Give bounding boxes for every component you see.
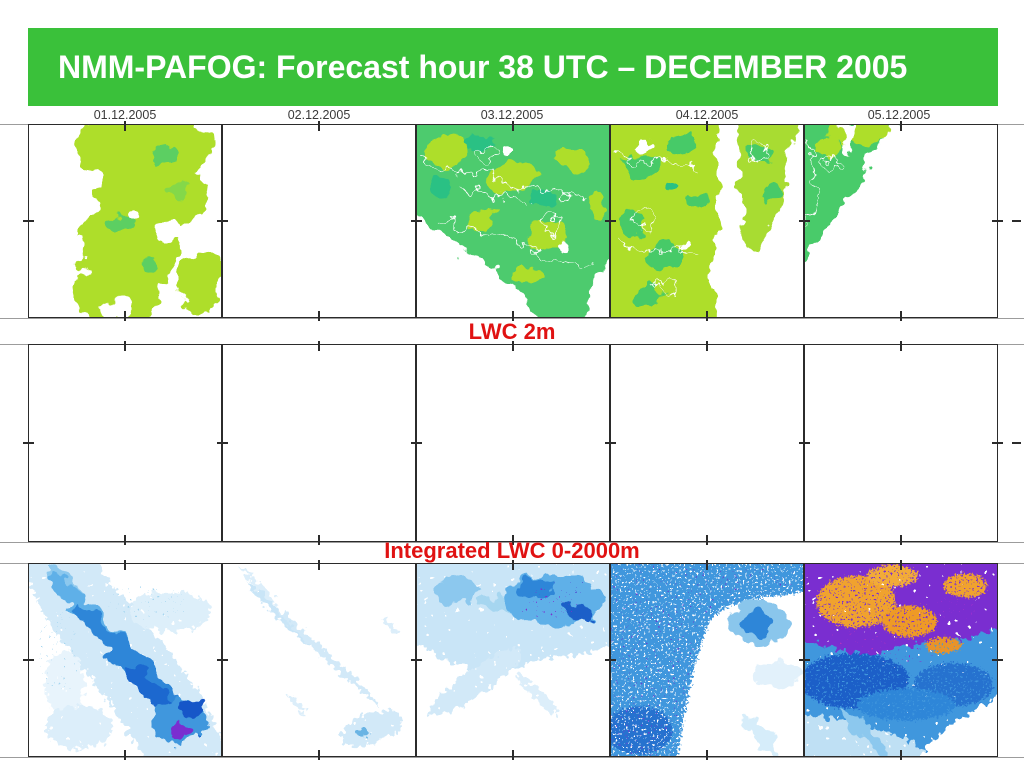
- tick-mark: [124, 535, 126, 545]
- lwc2m-panel-5: [799, 341, 1003, 545]
- tick-mark: [124, 560, 126, 570]
- tick-mark: [411, 659, 422, 661]
- tick-mark: [799, 442, 810, 444]
- lwc2m-panel-3: [411, 341, 610, 545]
- lwc-field-image: [611, 564, 803, 756]
- tick-mark: [512, 121, 514, 131]
- tick-mark: [23, 220, 34, 222]
- tick-mark: [992, 220, 1003, 222]
- date-label-2: 02.12.2005: [287, 108, 351, 122]
- tick-mark: [318, 121, 320, 131]
- tick-mark: [900, 750, 902, 760]
- date-label-3: 03.12.2005: [480, 108, 544, 122]
- tick-mark: [318, 750, 320, 760]
- tick-mark: [706, 750, 708, 760]
- tick-mark: [799, 220, 810, 222]
- lwc2m-panel-2: [217, 341, 416, 545]
- tick-mark: [900, 121, 902, 131]
- axis-dash: [1012, 442, 1021, 444]
- tick-mark: [992, 442, 1003, 444]
- tick-mark: [512, 750, 514, 760]
- tick-mark: [124, 121, 126, 131]
- tick-mark: [605, 442, 616, 444]
- tick-mark: [217, 659, 228, 661]
- tick-mark: [992, 659, 1003, 661]
- lwc-field-image: [29, 564, 221, 756]
- fog-field-image: [805, 125, 893, 255]
- tick-mark: [411, 442, 422, 444]
- integrated-lwc-panel-4: [605, 560, 804, 760]
- integrated-lwc-panel-2: [217, 560, 416, 760]
- lwc-field-image: [805, 564, 997, 756]
- tick-mark: [124, 341, 126, 351]
- tick-mark: [605, 659, 616, 661]
- slide-title: NMM-PAFOG: Forecast hour 38 UTC – DECEMB…: [58, 49, 908, 85]
- date-label-5: 05.12.2005: [867, 108, 931, 122]
- fog-field-image: [65, 125, 221, 317]
- tick-mark: [706, 535, 708, 545]
- tick-mark: [318, 560, 320, 570]
- lwc-field-image: [238, 566, 403, 747]
- tick-mark: [124, 311, 126, 321]
- fog-field-image: [611, 125, 795, 317]
- tick-mark: [799, 659, 810, 661]
- title-banner: NMM-PAFOG: Forecast hour 38 UTC – DECEMB…: [28, 28, 998, 106]
- axis-dash: [1012, 220, 1021, 222]
- tick-mark: [900, 560, 902, 570]
- tick-mark: [217, 220, 228, 222]
- integrated-lwc-panel-3: [411, 560, 610, 760]
- tick-mark: [512, 560, 514, 570]
- tick-mark: [411, 220, 422, 222]
- tick-mark: [900, 535, 902, 545]
- top-map-panel-1: [23, 121, 222, 321]
- tick-mark: [23, 659, 34, 661]
- integrated-lwc-panel-1: [23, 560, 222, 760]
- top-map-panel-2: [217, 121, 416, 321]
- tick-mark: [124, 750, 126, 760]
- lwc-field-image: [417, 564, 609, 717]
- tick-mark: [706, 311, 708, 321]
- tick-mark: [706, 341, 708, 351]
- date-label-1: 01.12.2005: [93, 108, 157, 122]
- row-label-lwc-2m: LWC 2m: [468, 319, 556, 344]
- tick-mark: [512, 535, 514, 545]
- top-map-panel-5: [799, 121, 1003, 321]
- tick-mark: [23, 442, 34, 444]
- tick-mark: [605, 220, 616, 222]
- tick-mark: [318, 535, 320, 545]
- tick-mark: [318, 341, 320, 351]
- top-map-panel-4: [605, 121, 804, 321]
- tick-mark: [512, 311, 514, 321]
- tick-mark: [706, 121, 708, 131]
- top-map-panel-3: [411, 121, 610, 321]
- lwc2m-panel-4: [605, 341, 804, 545]
- tick-mark: [706, 560, 708, 570]
- tick-mark: [512, 341, 514, 351]
- date-label-4: 04.12.2005: [675, 108, 739, 122]
- tick-mark: [900, 311, 902, 321]
- tick-mark: [900, 341, 902, 351]
- tick-mark: [318, 311, 320, 321]
- integrated-lwc-panel-5: [799, 560, 1003, 760]
- tick-mark: [217, 442, 228, 444]
- lwc2m-panel-1: [23, 341, 222, 545]
- row-label-integrated-lwc: Integrated LWC 0-2000m: [384, 538, 640, 563]
- fog-field-image: [417, 125, 609, 317]
